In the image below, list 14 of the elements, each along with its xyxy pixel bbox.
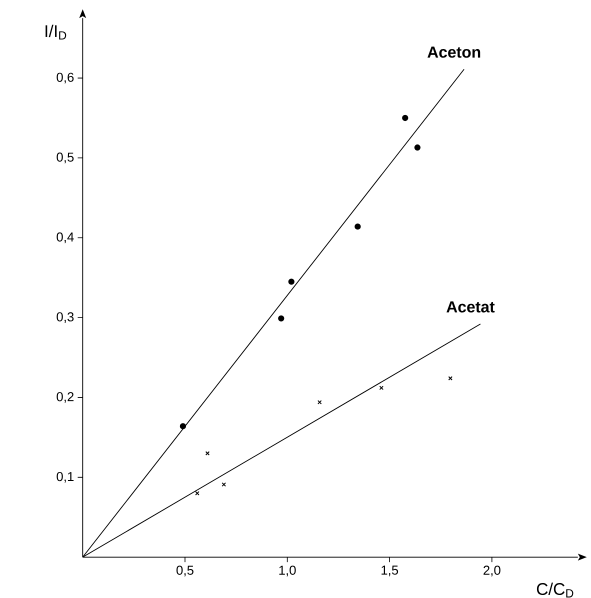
x-tick-label: 0,5 [176, 566, 194, 576]
x-axis-title: C/C$_{D}$ [536, 582, 574, 598]
x-tick-label: 1,5 [382, 566, 398, 576]
y-tick-label: 0,2 [56, 392, 74, 403]
y-axis-title: I/I$_{D}$ [46, 24, 66, 40]
y-tick-label: 0,5 [56, 152, 74, 164]
y-tick-label: 0,1 [56, 472, 74, 483]
y-tick-label: 0,3 [56, 312, 74, 323]
series-label: Acetat [446, 301, 495, 312]
y-tick-label: 0,6 [56, 72, 74, 84]
series-label: Aceton [427, 46, 480, 58]
x-tick-label: 1,0 [279, 566, 296, 576]
x-tick-label: 2,0 [484, 566, 500, 576]
y-tick-label: 0,4 [56, 232, 74, 244]
